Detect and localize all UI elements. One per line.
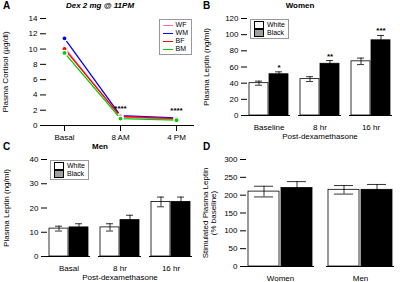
svg-text:**: ** xyxy=(327,52,334,61)
svg-text:40: 40 xyxy=(30,155,39,164)
svg-text:14: 14 xyxy=(29,14,38,23)
svg-text:4: 4 xyxy=(33,90,38,99)
svg-text:8: 8 xyxy=(33,60,38,69)
svg-text:8 hr: 8 hr xyxy=(313,123,327,133)
svg-text:4 PM: 4 PM xyxy=(167,133,186,141)
html-text:D: D xyxy=(203,141,211,152)
html-text:Women: Women xyxy=(285,1,315,10)
svg-text:8 hr: 8 hr xyxy=(113,264,127,274)
svg-text:12: 12 xyxy=(29,29,38,38)
svg-text:10: 10 xyxy=(29,45,38,54)
svg-text:100: 100 xyxy=(225,30,239,39)
svg-text:*: * xyxy=(277,63,281,72)
svg-text:***: *** xyxy=(376,26,386,35)
svg-text:Stimulated Plasma Leptin(% bas: Stimulated Plasma Leptin(% baseline) xyxy=(201,168,218,259)
html-text:White: White xyxy=(67,162,85,169)
svg-text:Plasma Cortisol (µg/dl): Plasma Cortisol (µg/dl) xyxy=(1,31,10,112)
html-text:Black: Black xyxy=(67,170,85,177)
svg-text:****: **** xyxy=(170,106,183,115)
svg-text:Basal: Basal xyxy=(54,133,74,141)
svg-text:40: 40 xyxy=(230,79,239,88)
html-text:WF: WF xyxy=(175,21,187,28)
svg-text:80: 80 xyxy=(230,46,239,55)
svg-text:10: 10 xyxy=(30,228,39,237)
svg-text:30: 30 xyxy=(30,179,39,188)
html-text:WM: WM xyxy=(175,29,188,36)
html-text:A: A xyxy=(3,0,11,11)
svg-text:Baseline: Baseline xyxy=(254,123,285,132)
html-text:BF: BF xyxy=(175,37,185,44)
svg-text:120: 120 xyxy=(225,14,239,23)
html-text:Men: Men xyxy=(92,142,108,151)
html-text:Black: Black xyxy=(267,29,285,36)
svg-text:0: 0 xyxy=(34,252,39,261)
svg-text:16 hr: 16 hr xyxy=(162,264,181,273)
html-text:Dex 2 mg @ 11PM: Dex 2 mg @ 11PM xyxy=(65,1,135,10)
svg-text:Men: Men xyxy=(353,274,369,282)
svg-text:Post-dexamethasone: Post-dexamethasone xyxy=(82,273,158,282)
svg-text:100: 100 xyxy=(224,226,238,235)
svg-text:20: 20 xyxy=(30,204,39,213)
svg-text:0: 0 xyxy=(233,262,238,271)
svg-text:2: 2 xyxy=(33,106,38,115)
svg-text:150: 150 xyxy=(224,209,238,218)
svg-text:Plasma Leptin (ng/ml): Plasma Leptin (ng/ml) xyxy=(202,28,211,106)
svg-text:8 AM: 8 AM xyxy=(111,133,130,141)
html-text:BM: BM xyxy=(175,45,186,52)
svg-text:16 hr: 16 hr xyxy=(362,123,381,132)
svg-text:Plasma Leptin (ng/ml): Plasma Leptin (ng/ml) xyxy=(2,169,11,247)
svg-text:300: 300 xyxy=(224,155,238,164)
svg-text:50: 50 xyxy=(229,244,238,253)
svg-text:****: **** xyxy=(114,104,127,113)
svg-text:0: 0 xyxy=(33,121,38,130)
html-text:C: C xyxy=(3,141,11,152)
svg-text:Post-dexamethasone: Post-dexamethasone xyxy=(282,132,358,141)
html-text:B: B xyxy=(203,0,211,11)
svg-text:200: 200 xyxy=(224,191,238,200)
svg-text:60: 60 xyxy=(230,63,239,72)
svg-text:6: 6 xyxy=(33,75,38,84)
svg-text:20: 20 xyxy=(230,95,239,104)
svg-text:Women: Women xyxy=(267,274,294,282)
svg-text:0: 0 xyxy=(234,111,239,120)
svg-text:Basal: Basal xyxy=(59,264,79,273)
html-text:White: White xyxy=(267,21,285,28)
svg-text:250: 250 xyxy=(224,173,238,182)
